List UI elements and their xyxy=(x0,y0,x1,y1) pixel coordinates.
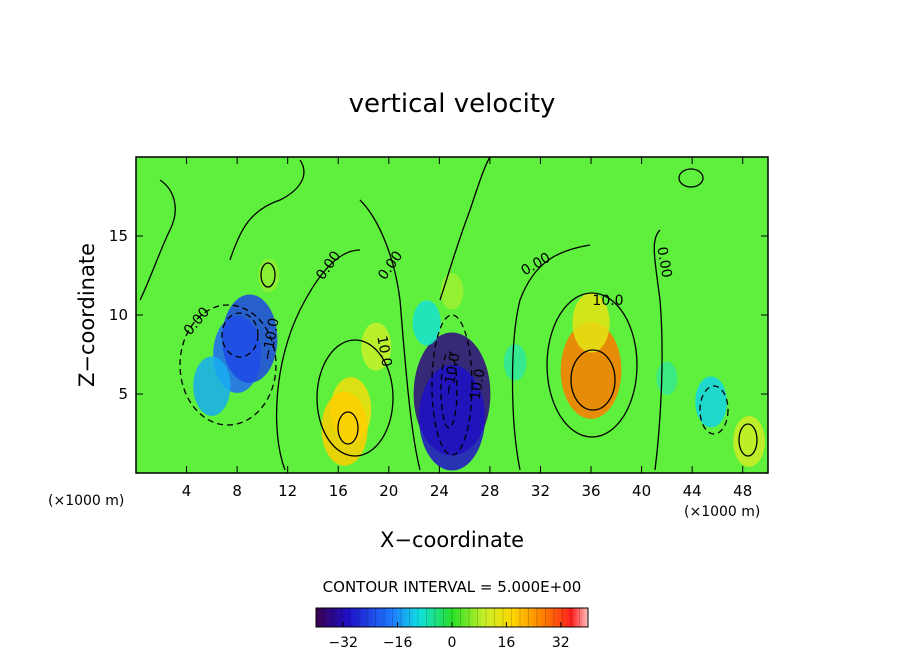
contour-dashed-lines xyxy=(179,304,729,456)
contour-label: −10.0 xyxy=(440,352,463,397)
velocity-cell xyxy=(222,294,278,383)
contour-zero-line-7 xyxy=(229,159,305,261)
colorbar-tick-label: −16 xyxy=(383,635,413,651)
x-axis-label: X−coordinate xyxy=(380,528,524,552)
contour-zero-line-2 xyxy=(275,249,361,471)
x-unit-label: (×1000 m) xyxy=(48,493,124,509)
velocity-cell xyxy=(560,321,622,419)
velocity-cell xyxy=(503,344,527,381)
contour-pos15-core xyxy=(337,411,359,445)
x-tick-label: 32 xyxy=(531,482,550,500)
x-tick-label: 16 xyxy=(329,482,348,500)
contour-zero-line-6 xyxy=(439,157,491,301)
velocity-cell xyxy=(572,293,610,353)
contour-neg30-core xyxy=(440,351,458,429)
velocity-cell xyxy=(695,376,728,428)
x-tick-label: 36 xyxy=(581,482,600,500)
contour-pos-small-2 xyxy=(738,423,758,457)
contour-pos20-core xyxy=(570,349,616,411)
y-tick-label: 15 xyxy=(109,227,128,245)
contour-pos-small-3 xyxy=(678,168,704,188)
x-tick-label: 44 xyxy=(683,482,702,500)
contour-label: 10.0 xyxy=(592,293,623,309)
velocity-cell xyxy=(656,361,678,396)
x-tick-label: 8 xyxy=(232,482,242,500)
colorbar-tick-label: −32 xyxy=(328,635,358,651)
y-axis-label: Z−coordinate xyxy=(75,243,99,387)
contour-pos10-core-2 xyxy=(546,292,638,438)
y-axis-ticks: 5 10 15 xyxy=(109,227,768,403)
contour-zero-line-4 xyxy=(511,244,591,471)
x-axis-ticks: 4 8 12 16 20 24 28 32 36 40 44 48 xyxy=(182,157,752,500)
contour-zero-line-3 xyxy=(359,199,421,471)
colorbar-tick-label: 0 xyxy=(448,635,457,651)
contour-neg10-core-1 xyxy=(179,304,277,426)
colorbar-tick-label: 32 xyxy=(552,635,570,651)
contour-neg-small xyxy=(699,385,729,435)
y-unit-label: (×1000 m) xyxy=(684,504,760,520)
velocity-cell xyxy=(412,300,441,346)
colorbar-tick-label: 16 xyxy=(497,635,515,651)
x-tick-label: 12 xyxy=(278,482,297,500)
chart-title: vertical velocity xyxy=(349,89,556,119)
contour-label: 0.00 xyxy=(653,246,674,279)
contour-lines xyxy=(139,157,758,471)
contour-interval-text: CONTOUR INTERVAL = 5.000E+00 xyxy=(323,578,582,596)
contour-label: 10.0 xyxy=(373,335,394,368)
x-tick-label: 24 xyxy=(430,482,449,500)
velocity-cell xyxy=(361,322,392,371)
contour-label: −10.0 xyxy=(259,317,282,362)
contour-zero-line-5 xyxy=(653,229,663,471)
x-tick-label: 40 xyxy=(632,482,651,500)
plot-area xyxy=(136,157,768,473)
y-tick-label: 10 xyxy=(109,306,128,324)
x-tick-label: 48 xyxy=(733,482,752,500)
velocity-cell xyxy=(193,356,231,416)
x-tick-label: 20 xyxy=(379,482,398,500)
contour-zero-line-1 xyxy=(139,179,176,301)
velocity-cell xyxy=(440,273,464,310)
velocity-cell xyxy=(321,391,368,466)
velocity-cell xyxy=(419,364,485,471)
y-tick-label: 5 xyxy=(118,385,128,403)
contour-pos10-core-1 xyxy=(316,339,394,457)
x-tick-label: 4 xyxy=(182,482,192,500)
contour-neg20-core xyxy=(221,312,259,358)
colorbar-ticks: −32 −16 0 16 32 xyxy=(324,608,580,651)
contour-label: 10.0 xyxy=(467,368,488,401)
x-tick-label: 28 xyxy=(480,482,499,500)
contour-neg10-core-2 xyxy=(431,314,473,456)
contour-pos-small-1 xyxy=(260,262,276,288)
